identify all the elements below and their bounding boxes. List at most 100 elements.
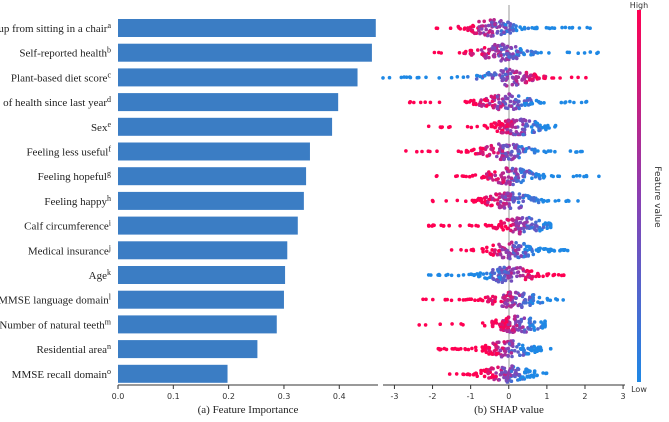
shap-point [490,298,495,303]
shap-point [505,226,510,231]
shap-point [474,348,478,353]
shap-point [487,55,491,60]
shap-point [481,272,486,276]
shap-point [510,341,515,346]
shap-point [470,346,474,351]
shap-point [547,51,551,55]
shap-point [501,122,505,127]
shap-point [539,348,543,353]
shap-point [539,197,544,202]
shap-point [531,148,536,152]
shap-point [531,252,536,257]
shap-point [455,198,460,203]
shap-point [527,170,532,175]
shap-point [467,174,472,179]
shap-point [499,299,504,304]
importance-x-tick-label: 0.0 [112,392,125,401]
shap-point [500,247,505,252]
shap-point [488,275,492,280]
shap-point [506,276,510,280]
shap-point [551,76,556,80]
shap-point [576,199,580,203]
feature-label-superscript: i [109,219,112,228]
shap-point [529,125,534,129]
shap-point [527,245,532,250]
shap-point [533,50,538,54]
shap-point [507,341,512,346]
shap-point [487,29,492,34]
shap-point [584,75,588,80]
shap-point [493,173,498,178]
shap-point [515,172,519,176]
feature-label-name: Feeling hopeful [38,171,107,183]
shap-point [447,372,452,376]
shap-point [514,83,519,87]
shap-point [482,19,487,24]
shap-point [541,274,545,279]
shap-point [518,353,522,358]
shap-point [494,226,499,231]
shap-point [521,132,525,137]
shap-point [527,119,532,123]
shap-point [512,244,517,249]
shap-point [567,50,572,55]
shap-point [507,169,511,173]
shap-point [525,216,529,221]
shap-point [475,374,480,379]
importance-bar [118,315,277,334]
shap-point [498,73,502,77]
shap-point [553,199,558,203]
importance-bar [118,216,298,235]
shap-point [435,26,440,31]
shap-point [530,276,534,281]
shap-point [497,24,502,29]
shap-point [469,98,473,103]
shap-point [428,100,433,105]
shap-point [437,100,442,105]
shap-point [504,130,509,135]
shap-point [505,76,510,81]
shap-point [496,267,500,272]
feature-label-name: Calf circumference [24,221,109,233]
shap-point [517,227,521,231]
shap-point [476,198,480,202]
shap-point [522,172,527,177]
shap-point [584,173,589,178]
shap-point [494,351,499,356]
shap-point [518,377,522,382]
shap-point [483,33,487,37]
shap-point [502,349,507,353]
shap-point [580,149,584,154]
shap-point [511,107,516,111]
shap-point [459,347,463,351]
shap-point [496,279,501,284]
shap-point [499,144,503,148]
shap-point [502,340,507,344]
shap-point [479,371,483,376]
shap-point [509,228,513,233]
shap-point [437,272,441,277]
shap-point [483,124,488,128]
shap-point [562,273,566,278]
importance-bar [118,191,304,210]
shap-point [506,346,511,351]
shap-point [556,198,561,203]
shap-point [459,150,464,154]
shap-point [475,73,479,78]
shap-point [503,72,508,77]
shap-point [508,206,513,210]
shap-point [480,175,485,180]
shap-point [473,345,478,350]
shap-point [505,144,510,149]
shap-point [516,350,520,354]
shap-point [506,218,511,222]
shap-point [415,149,419,154]
feature-label: Stand up from sitting in a chaira [0,21,111,35]
shap-point [522,316,527,321]
shap-point [485,271,489,276]
importance-bar [118,290,284,309]
feature-label: MMSE language domainl [0,293,112,307]
shap-point [497,192,502,196]
shap-point [404,75,409,79]
shap-point [493,170,497,174]
